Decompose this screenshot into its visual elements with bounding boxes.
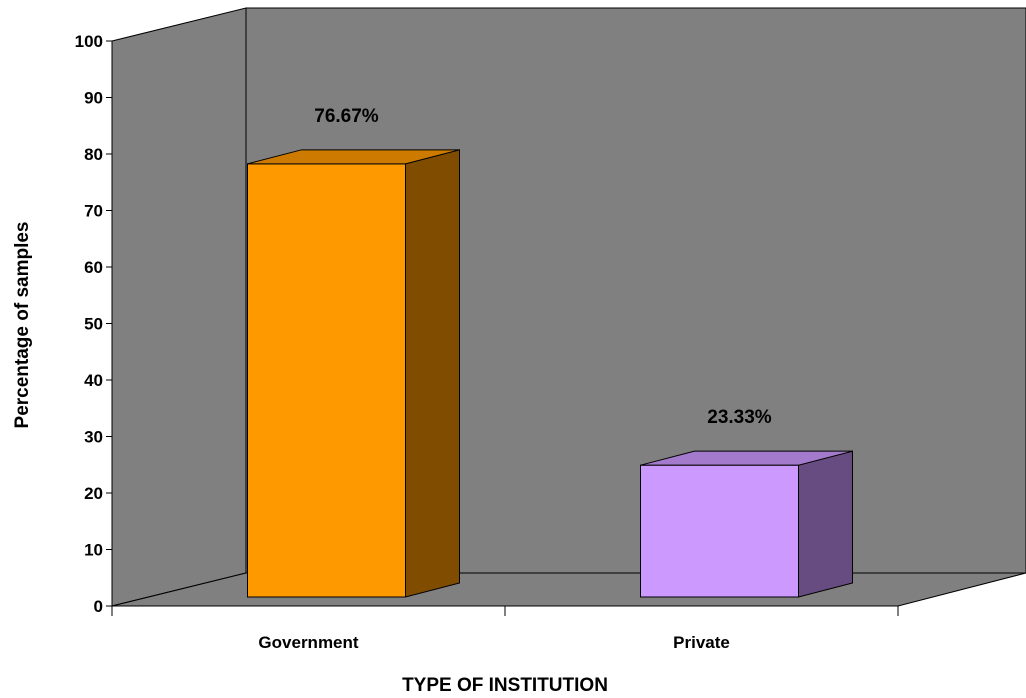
y-tick-label: 60 (84, 258, 103, 277)
chart-labels: 76.67% Government 23.33% Private (258, 106, 771, 652)
bar-side (798, 450, 853, 598)
y-tick-label: 0 (94, 597, 103, 616)
y-axis-title: Percentage of samples (12, 222, 33, 429)
y-tick-label: 100 (75, 32, 103, 51)
bar-top (247, 149, 460, 165)
x-axis-title: TYPE OF INSTITUTION (402, 675, 608, 696)
data-label: 23.33% (707, 407, 772, 428)
x-tick-label: Government (258, 633, 358, 652)
bar-top (640, 450, 853, 466)
x-tick-label: Private (673, 633, 730, 652)
chart-axes: 0 10 20 30 40 50 60 70 80 90 100 (75, 32, 899, 616)
y-tick-label: 80 (84, 145, 103, 164)
data-label: 76.67% (314, 106, 379, 127)
bar-front (247, 163, 406, 598)
bar-private (640, 450, 853, 598)
y-tick-label: 90 (84, 89, 103, 108)
side-wall (111, 7, 247, 607)
y-tick-label: 20 (84, 484, 103, 503)
chart-bars (247, 149, 853, 598)
y-tick-label: 40 (84, 371, 103, 390)
y-tick-label: 50 (84, 315, 103, 334)
bar-front (640, 464, 799, 598)
y-tick-label: 70 (84, 202, 103, 221)
bar-government (247, 149, 460, 598)
y-tick-label: 10 (84, 541, 103, 560)
bar-side (405, 149, 460, 598)
y-tick-label: 30 (84, 428, 103, 447)
